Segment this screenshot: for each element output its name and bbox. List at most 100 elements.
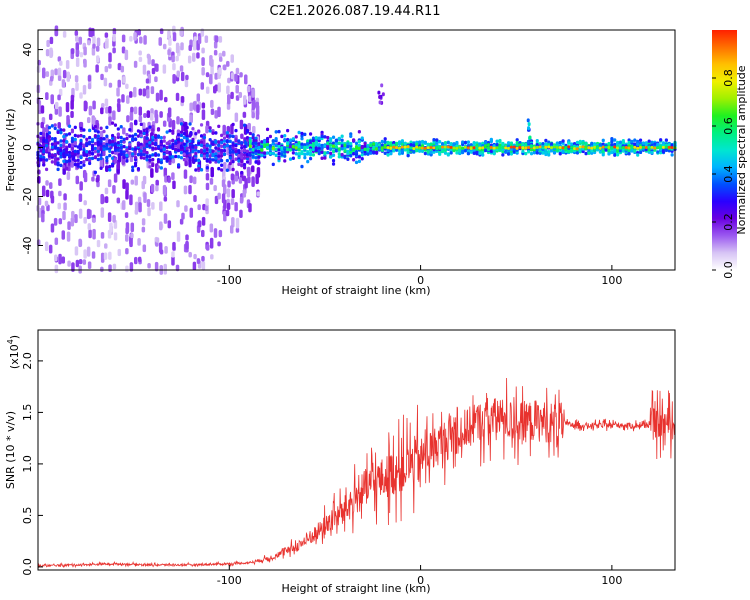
spectrogram-cell [104,65,109,73]
spectrogram-cell [331,153,336,158]
spectrogram-cell [155,237,160,243]
spectrogram-cell [403,141,407,146]
spectrogram-cell [141,226,146,233]
spectrogram-cell [283,146,287,150]
spectrogram-cell [108,52,112,63]
spectrogram-cell [572,147,577,151]
spectrogram-cell [346,142,350,146]
y-tick-label: 0.0 [21,558,34,576]
spectrogram-cell [406,153,410,158]
spectrogram-cell [239,72,243,78]
spectrogram-cell [155,92,160,102]
spectrogram-cell [478,146,482,150]
spectrogram-cell [463,140,468,145]
spectrogram-cell [63,193,67,201]
spectrogram-cell [432,138,436,142]
x-tick-label: -100 [217,274,242,287]
spectrogram-cell [661,149,666,153]
spectrogram-cell [87,261,92,269]
spectrogram-cell [294,146,298,150]
spectrogram-cell [283,150,287,154]
spectrogram-cell [308,148,313,152]
spectrogram-cell [182,131,186,136]
spectrogram-cell [306,142,310,146]
spectrogram-cell [369,143,373,147]
spectrogram-cell [65,140,69,144]
spectrogram-cell [137,238,141,246]
spectrogram-cell [205,172,210,181]
spectrogram-cell [124,49,129,61]
spectrogram-cell [220,133,224,138]
spectrogram-cell [432,150,436,154]
spectrogram-cell [541,141,545,146]
spectrogram-cell [167,107,172,118]
spectrogram-cell [570,148,574,153]
spectrogram-cell [552,150,557,155]
spectrogram-cell [607,145,611,149]
spectrogram-cell [561,139,565,143]
spectrogram-cell [235,227,240,233]
spectrogram-cell [621,145,625,149]
spectrogram-cell [85,157,89,161]
spectrogram-cell [443,148,448,152]
spectrogram-cell [377,147,382,151]
spectrogram-cell [159,136,163,140]
spectrogram-cell [529,147,534,152]
spectrogram-cell [280,146,284,150]
spectrogram-cell [360,156,364,161]
spectrogram-cell [83,249,87,259]
spectrogram-cell [67,221,71,230]
spectrogram-cell [352,138,356,142]
spectrogram-cell [39,154,43,159]
spectrogram-cell [366,152,370,156]
spectrogram-cell [521,141,525,146]
spectrogram-cell [125,83,129,90]
spectrogram-cell [248,131,252,136]
spectrogram-cell [650,145,654,149]
spectrogram-cell [529,151,534,156]
spectrogram-cell [225,134,229,138]
spectrogram-cell [314,146,318,150]
spectrogram-cell [409,146,413,150]
spectrogram-cell [79,155,83,159]
spectrogram-cell [179,122,184,126]
spectrogram-cell [179,150,184,155]
spectrogram-cell [403,145,407,149]
spectrogram-cell [197,166,201,171]
spectrogram-cell [238,91,243,98]
spectrogram-cell [300,164,304,169]
spectrogram-cell [547,140,551,145]
spectrogram-cell [524,151,528,156]
spectrogram-cell [242,144,247,149]
spectrogram-cell [151,146,155,150]
spectrogram-cell [283,137,287,142]
spectrogram-cell [192,52,196,62]
spectrogram-cell [78,238,82,248]
spectrogram-cell [145,150,149,155]
spectrogram-cell [200,28,205,37]
spectrogram-cell [42,127,46,133]
spectrogram-cell [66,231,71,242]
spectrogram-cell [65,133,69,137]
spectrogram-cell [374,147,379,151]
spectrogram-cell [79,181,83,191]
spectrogram-cell [527,145,531,149]
spectrogram-cell [47,154,52,158]
spectrogram-cell [86,246,91,257]
spectrogram-cell [158,37,162,46]
spectrogram-cell [57,56,62,62]
spectrogram-cell [107,229,112,239]
spectrogram-cell [360,153,364,157]
colorbar-label: Normalized spectral amplitude [735,65,748,234]
spectrogram-cell [209,223,214,233]
spectrogram-cell [311,142,316,146]
spectrogram-cell [65,147,69,151]
spectrogram-cell [205,72,210,78]
spectrogram-cell [524,142,528,146]
spectrogram-cell [213,228,218,238]
spectrogram-cell [277,129,281,134]
spectrogram-cell [555,145,559,149]
spectrogram-cell [62,128,66,132]
spectrogram-cell [124,212,129,219]
spectrogram-cell [93,134,97,138]
